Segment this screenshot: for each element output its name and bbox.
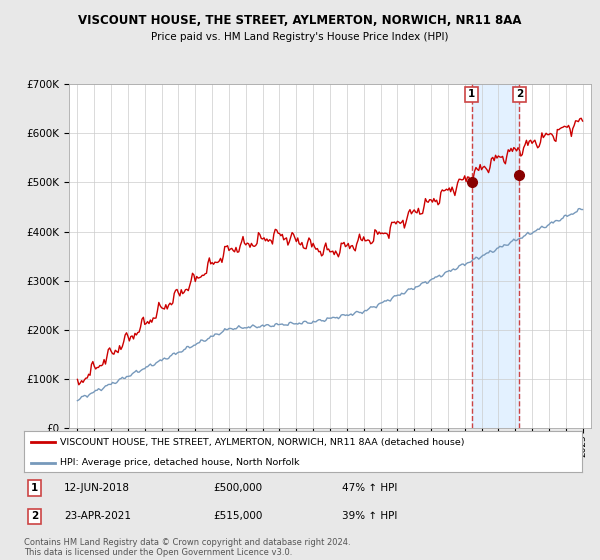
Text: VISCOUNT HOUSE, THE STREET, AYLMERTON, NORWICH, NR11 8AA: VISCOUNT HOUSE, THE STREET, AYLMERTON, N… [78,14,522,27]
Text: HPI: Average price, detached house, North Norfolk: HPI: Average price, detached house, Nort… [60,458,300,467]
Text: £500,000: £500,000 [214,483,263,493]
Text: VISCOUNT HOUSE, THE STREET, AYLMERTON, NORWICH, NR11 8AA (detached house): VISCOUNT HOUSE, THE STREET, AYLMERTON, N… [60,438,465,447]
Text: Price paid vs. HM Land Registry's House Price Index (HPI): Price paid vs. HM Land Registry's House … [151,32,449,42]
Text: 23-APR-2021: 23-APR-2021 [64,511,131,521]
Text: 39% ↑ HPI: 39% ↑ HPI [342,511,397,521]
Text: 12-JUN-2018: 12-JUN-2018 [64,483,130,493]
Text: £515,000: £515,000 [214,511,263,521]
Text: 1: 1 [468,89,475,99]
Text: Contains HM Land Registry data © Crown copyright and database right 2024.
This d: Contains HM Land Registry data © Crown c… [24,538,350,557]
Text: 2: 2 [31,511,38,521]
Text: 1: 1 [31,483,38,493]
Text: 2: 2 [516,89,523,99]
Bar [472,84,520,428]
Text: 47% ↑ HPI: 47% ↑ HPI [342,483,397,493]
